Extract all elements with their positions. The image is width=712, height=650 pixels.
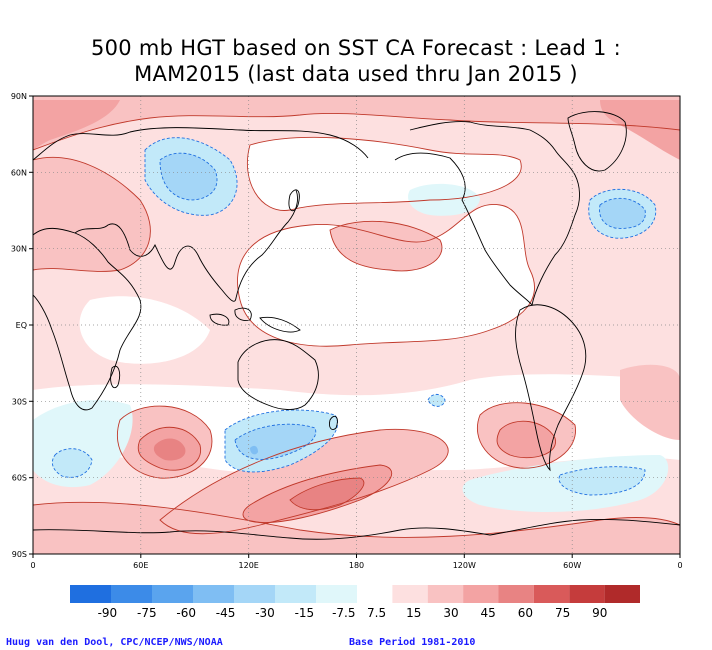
colorbar-swatch [70,585,111,603]
map-title-line1: 500 mb HGT based on SST CA Forecast : Le… [90,36,622,60]
coastline-indonesia [209,307,301,333]
colorbar-boxes [70,585,640,603]
negative-core-siberia [160,153,218,200]
lon-label: 120E [239,561,259,570]
colorbar-swatch [316,585,357,603]
lon-label: 0 [30,561,35,570]
colorbar-label: -90 [98,606,118,620]
coastline-australia [237,339,319,410]
colorbar-label: 90 [592,606,607,620]
coastline-japan [288,189,300,212]
positive-core-s-atlantic [497,421,556,458]
colorbar-swatch [111,585,152,603]
coastline-south-asia [74,189,299,302]
neutral-region-pacific [237,204,535,347]
positive-region-pacific [330,221,442,271]
negative-region-mid-pacific [428,394,445,407]
colorbar-label: -7.5 [332,606,355,620]
axis-ticks [29,95,681,558]
map-title-line2: MAM2015 (last data used thru Jan 2015 ) [134,62,578,86]
positive-core-arctic-west [33,100,120,150]
colorbar-label: -75 [137,606,157,620]
colorbar-swatch [533,585,570,603]
positive-core-arctic-east [600,100,680,160]
colorbar-label: 75 [555,606,570,620]
gridlines [33,96,680,554]
colorbar-labels: -90 -75 -60 -45 -30 -15 -7.5 7.5 15 30 4… [98,606,608,620]
coastline-africa [33,227,142,411]
lon-label: 60W [563,561,581,570]
coastline-north-america [394,121,580,307]
colorbar: -90 -75 -60 -45 -30 -15 -7.5 7.5 15 30 4… [70,585,640,620]
colorbar-label: -15 [295,606,315,620]
coastlines [33,111,680,540]
lat-label: 90S [12,550,27,559]
coastline-antarctica [33,519,680,540]
colorbar-label: 7.5 [367,606,386,620]
colorbar-swatch [463,585,499,603]
colorbar-label: -45 [216,606,236,620]
colorbar-swatch [234,585,275,603]
negative-core-s-indian-west [52,448,92,478]
positive-band-arctic [33,96,680,150]
negative-peak-australia-south [250,445,258,455]
latitude-labels: 90N 60N 30N EQ 30S 60S 90S [11,92,27,559]
colorbar-swatch [392,585,428,603]
coastline-greenland [567,111,627,172]
colorbar-swatch [427,585,464,603]
lat-label: EQ [16,321,27,330]
colorbar-label: 60 [518,606,533,620]
colorbar-label: -60 [176,606,196,620]
coastline-madagascar [110,365,121,389]
positive-peak-sw-indian [153,438,186,461]
positive-contours [33,112,680,538]
base-period-text: Base Period 1981-2010 [349,637,476,648]
colorbar-swatch [569,585,605,603]
lat-label: 90N [11,92,27,101]
negative-contours [51,137,657,496]
lon-label: 180 [349,561,364,570]
negative-core-south-atlantic [559,466,645,495]
colorbar-label: 45 [481,606,496,620]
lon-label: 0 [677,561,682,570]
credit-text: Huug van den Dool, CPC/NCEP/NWS/NOAA [6,637,223,648]
lat-label: 30S [12,397,27,406]
coastline-eurasia-north [33,127,369,161]
colorbar-swatch [357,585,393,603]
colorbar-swatch [275,585,316,603]
longitude-labels: 0 60E 120E 180 120W 60W 0 [30,561,682,570]
colorbar-label: -30 [255,606,275,620]
positive-region-europe [33,157,151,272]
lon-label: 60E [133,561,148,570]
lat-label: 60S [12,474,27,483]
colorbar-label: 30 [443,606,458,620]
lon-label: 120W [453,561,476,570]
colorbar-swatch [152,585,193,603]
colorbar-swatch [193,585,234,603]
positive-region-east-atlantic [620,364,680,440]
coastline-south-america [515,304,587,472]
negative-core-n-atlantic [599,198,646,229]
colorbar-label: 15 [406,606,421,620]
lat-label: 60N [11,168,27,177]
lat-label: 30N [11,245,27,254]
colorbar-swatch [498,585,534,603]
colorbar-swatch [604,585,640,603]
neutral-region-equator [79,296,210,364]
coastline-new-zealand [329,415,338,431]
positive-band-antarctic [33,502,680,554]
